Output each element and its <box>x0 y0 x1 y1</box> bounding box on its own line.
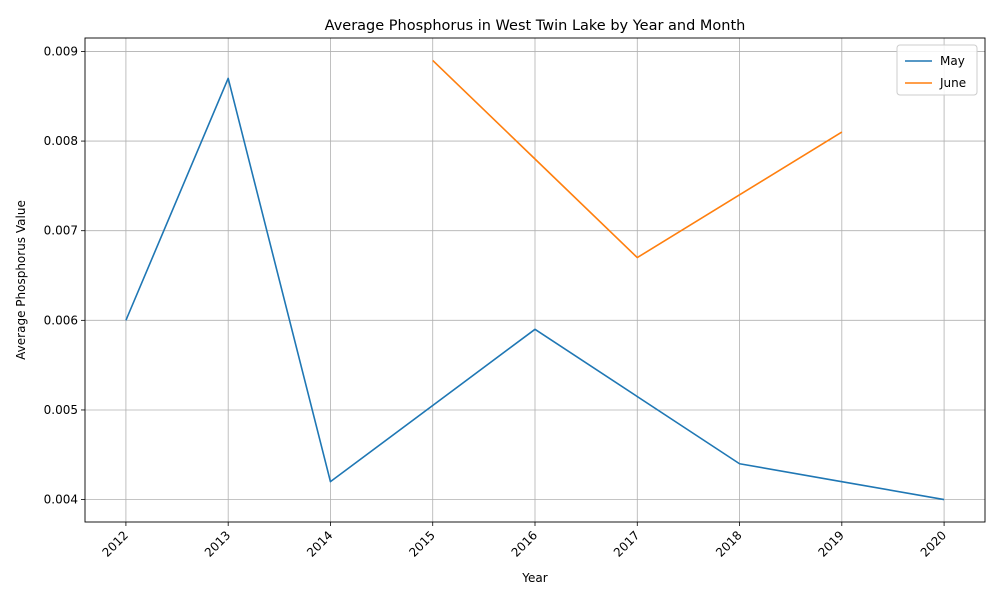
y-axis-ticks: 0.004 0.005 0.006 0.007 0.008 0.009 <box>44 44 85 507</box>
x-tick-label: 2015 <box>406 528 437 559</box>
legend-label-june: June <box>939 76 966 90</box>
x-tick-label: 2016 <box>509 528 540 559</box>
x-tick-label: 2019 <box>815 528 846 559</box>
x-tick-label: 2012 <box>100 528 131 559</box>
x-axis-ticks: 2012 2013 2014 2015 2016 2017 2018 2019 2020 <box>100 522 949 560</box>
y-tick-label: 0.009 <box>44 44 78 58</box>
x-tick-label: 2018 <box>713 528 744 559</box>
y-axis-label: Average Phosphorus Value <box>14 200 28 360</box>
legend-label-may: May <box>940 54 965 68</box>
x-axis-label: Year <box>521 571 547 585</box>
y-tick-label: 0.004 <box>44 493 78 507</box>
series-line-may <box>125 77 945 501</box>
x-tick-label: 2013 <box>202 528 233 559</box>
series-line-june <box>432 59 843 259</box>
y-tick-label: 0.006 <box>44 313 78 327</box>
y-tick-label: 0.005 <box>44 403 78 417</box>
x-tick-label: 2017 <box>611 528 642 559</box>
series-lines <box>125 59 945 501</box>
y-tick-label: 0.007 <box>44 224 78 238</box>
x-tick-label: 2020 <box>918 528 949 559</box>
grid <box>85 38 985 522</box>
y-tick-label: 0.008 <box>44 134 78 148</box>
chart-title: Average Phosphorus in West Twin Lake by … <box>325 18 746 34</box>
legend: May June <box>896 44 978 96</box>
x-tick-label: 2014 <box>304 528 335 559</box>
